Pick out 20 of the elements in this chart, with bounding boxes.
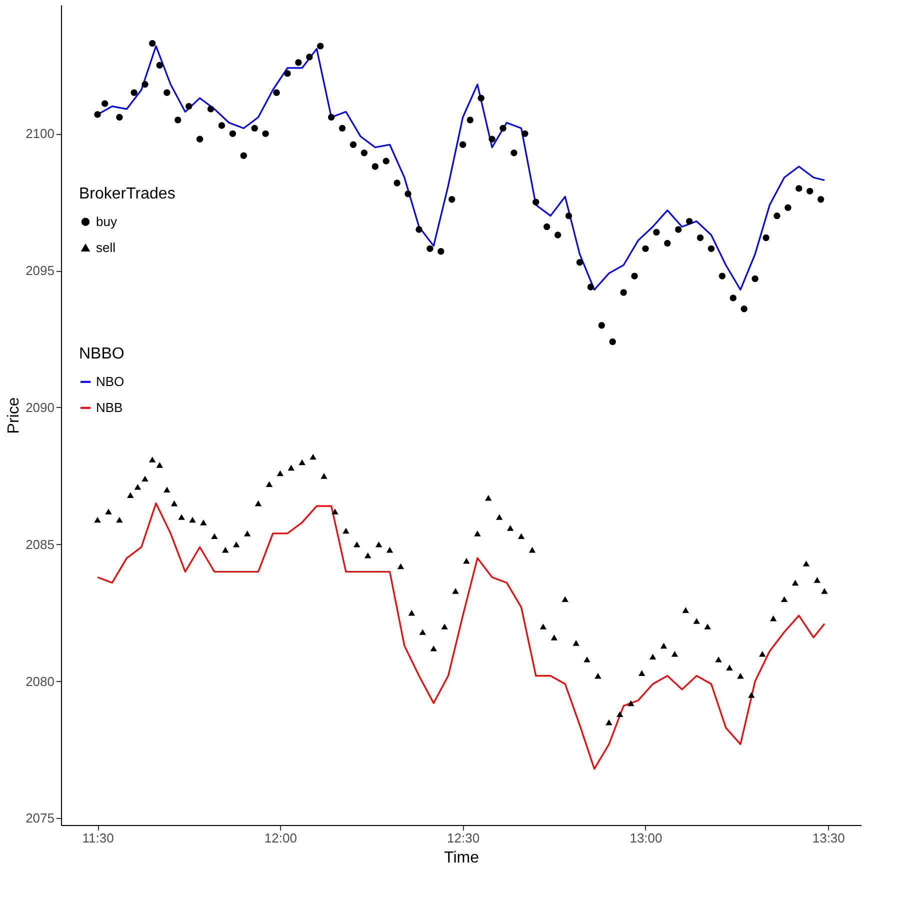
text: BrokerTrades bbox=[79, 185, 176, 202]
legend-label: buy bbox=[96, 214, 118, 229]
line-series bbox=[96, 502, 826, 770]
y-tick-label: 2075 bbox=[26, 810, 54, 826]
x-axis-title: Time bbox=[444, 850, 480, 866]
y-tick-label: 2100 bbox=[26, 126, 54, 142]
y-axis-title: Price bbox=[6, 397, 23, 434]
x-tick-label: 13:00 bbox=[630, 830, 662, 846]
legend-label: NBB bbox=[96, 400, 123, 415]
legend-label: sell bbox=[96, 240, 116, 255]
x-tick-label: 12:30 bbox=[447, 830, 480, 846]
y-tick-label: 2095 bbox=[26, 263, 54, 278]
y-tick-label: 2080 bbox=[26, 674, 54, 689]
x-tick-label: 13:30 bbox=[812, 830, 845, 846]
y-tick-label: 2085 bbox=[26, 536, 54, 552]
y-tick-label: 2090 bbox=[26, 400, 54, 415]
text: NBBO bbox=[79, 345, 124, 362]
x-tick-label: 11:30 bbox=[82, 830, 114, 846]
legend-label: NBO bbox=[96, 374, 124, 389]
x-tick-label: 12:00 bbox=[264, 830, 297, 846]
